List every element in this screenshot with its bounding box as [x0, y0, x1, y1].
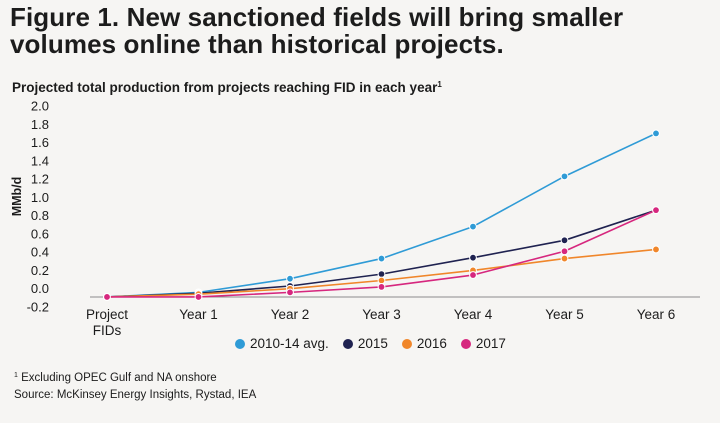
- chart-legend: 2010-14 avg. 2015 2016 2017: [235, 336, 506, 351]
- legend-label: 2017: [475, 336, 506, 351]
- footnote-mark: 1: [14, 372, 18, 379]
- data-point-2015: [560, 236, 569, 245]
- y-tick-label: -0.2: [27, 300, 49, 315]
- data-point-2010-14-avg: [560, 172, 569, 181]
- legend-item: 2015: [342, 336, 388, 351]
- y-tick-label: 1.8: [31, 117, 49, 132]
- legend-swatch: [401, 338, 412, 349]
- legend-label: 2016: [416, 336, 447, 351]
- legend-swatch: [235, 338, 245, 349]
- x-tick-label: Year 1: [179, 307, 218, 322]
- y-tick-label: 0.0: [31, 281, 49, 296]
- chart-subtitle-text: Projected total production from projects…: [12, 80, 438, 95]
- data-point-2016: [652, 245, 660, 254]
- y-tick-label: 1.6: [31, 135, 49, 150]
- footnote-exclusion: 1 Excluding OPEC Gulf and NA onshore: [14, 367, 256, 387]
- data-point-2010-14-avg: [652, 129, 660, 138]
- y-tick-label: 1.4: [31, 153, 49, 168]
- y-tick-label: 0.2: [31, 263, 49, 278]
- data-point-2017: [652, 206, 660, 215]
- data-point-2010-14-avg: [377, 254, 386, 263]
- figure-title-line-1: Figure 1. New sanctioned fields will bri…: [10, 2, 624, 32]
- y-tick-label: 1.0: [31, 190, 49, 205]
- legend-item: 2010-14 avg.: [235, 336, 329, 351]
- x-tick-label: Year 4: [454, 307, 493, 322]
- legend-label: 2010-14 avg.: [250, 336, 329, 351]
- legend-swatch: [342, 338, 353, 349]
- footnote-exclusion-text: Excluding OPEC Gulf and NA onshore: [17, 372, 217, 384]
- source-note: Source: McKinsey Energy Insights, Rystad…: [14, 389, 257, 401]
- line-chart: -0.2 0.0 0.2 0.4 0.6 0.8 1.0 1.2 1.4 1.6 1.8 2.0 MMb…: [10, 99, 700, 335]
- y-tick-label: 0.8: [31, 208, 49, 223]
- x-tick-label: Year 2: [271, 307, 310, 322]
- y-tick-label: 2.0: [31, 99, 49, 114]
- legend-label: 2015: [357, 336, 388, 351]
- data-point-2010-14-avg: [286, 274, 294, 283]
- data-point-2016: [560, 254, 569, 263]
- data-point-2017: [560, 247, 569, 256]
- y-tick-label: 1.2: [31, 172, 49, 187]
- data-point-2017: [194, 293, 203, 301]
- x-tick-label: Year 6: [637, 307, 676, 322]
- data-point-2017: [286, 288, 294, 297]
- data-point-2015: [377, 270, 386, 279]
- x-tick-label: Year 3: [362, 307, 401, 322]
- figure-title: Figure 1. New sanctioned fields will bri…: [10, 4, 710, 58]
- x-tick-label: Project FIDs: [86, 307, 128, 335]
- data-point-2016: [377, 276, 386, 285]
- y-axis-label: MMb/d: [10, 177, 24, 217]
- footnotes: 1 Excluding OPEC Gulf and NA onshore Sou…: [14, 367, 256, 404]
- legend-item: 2017: [460, 336, 506, 351]
- legend-swatch: [460, 338, 471, 349]
- data-point-2015: [469, 253, 477, 262]
- data-point-2017: [469, 271, 477, 279]
- data-point-2010-14-avg: [469, 222, 477, 231]
- data-point-2017: [103, 293, 111, 301]
- subtitle-footnote-mark: 1: [437, 80, 442, 89]
- y-tick-label: 0.4: [31, 245, 49, 260]
- legend-item: 2016: [401, 336, 447, 351]
- figure-title-line-2: volumes online than historical projects.: [10, 29, 504, 59]
- x-tick-label: Year 5: [545, 307, 584, 322]
- data-point-2017: [377, 283, 386, 291]
- y-tick-label: 0.6: [31, 226, 49, 241]
- chart-subtitle: Projected total production from projects…: [12, 80, 442, 95]
